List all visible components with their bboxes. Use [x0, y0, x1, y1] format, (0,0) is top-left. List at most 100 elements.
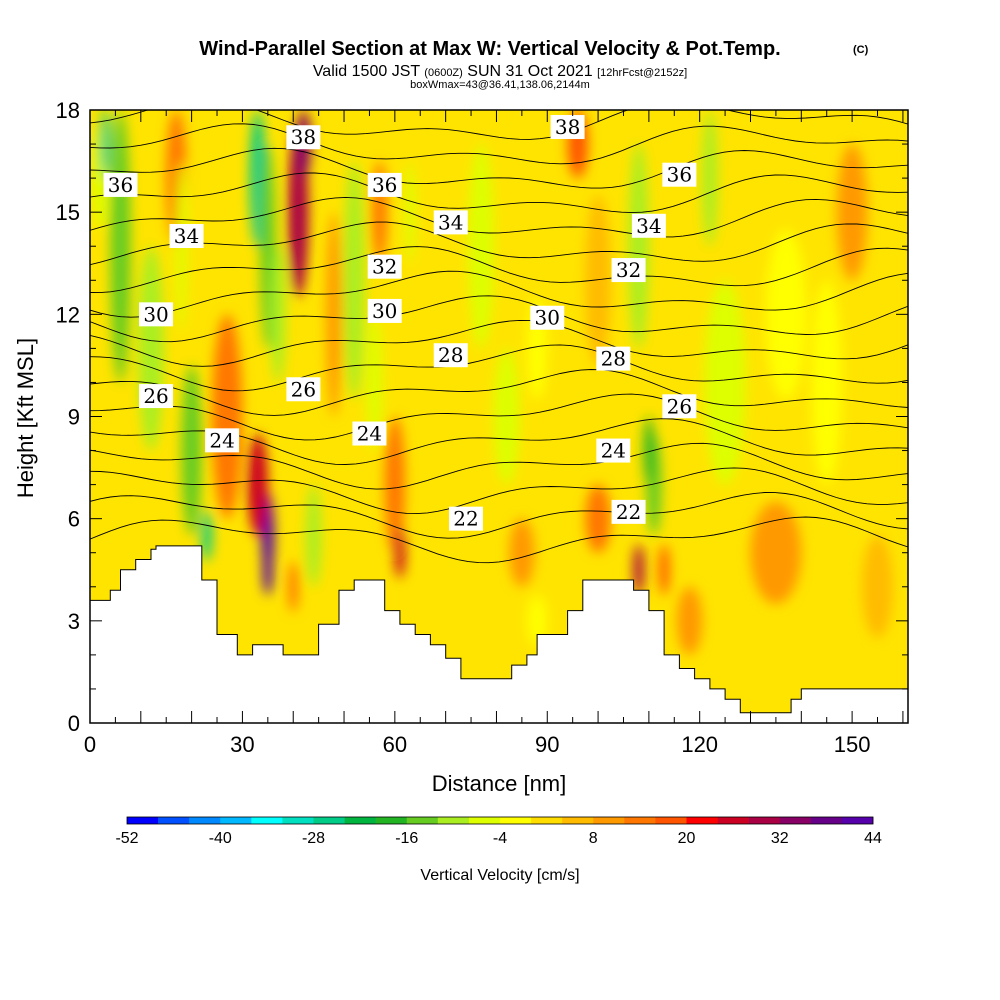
colorbar-swatch: [251, 817, 283, 824]
contour-label-text: 22: [616, 500, 641, 524]
contour-label-text: 32: [372, 255, 397, 279]
contour-label-text: 26: [291, 377, 316, 401]
terrain-mask: [89, 545, 909, 724]
x-axis: 0 30 60 90 120 150: [84, 110, 904, 757]
colorbar-swatch: [313, 817, 345, 824]
velocity-cell: [138, 246, 164, 451]
velocity-cell: [100, 110, 111, 179]
contour-label: 28: [596, 346, 631, 371]
y-tick-label: 18: [56, 98, 80, 123]
contour-label-box: [103, 172, 138, 197]
velocity-cell: [344, 161, 365, 400]
contour-label-box: [596, 346, 631, 371]
velocity-cell: [305, 484, 322, 587]
theta-contour-line: [90, 393, 908, 441]
colorbar-swatch: [500, 817, 532, 824]
contour-label: 32: [367, 254, 402, 279]
velocity-cell: [628, 144, 649, 349]
velocity-cell: [704, 280, 746, 485]
velocity-cell: [262, 544, 273, 596]
contour-label-text: 34: [174, 224, 199, 248]
contour-label-box: [367, 172, 402, 197]
contour-labels: 22 22 24 24 24 26 26 26 28 28 30 30 30 32 32 34 34 34 36 36…: [103, 115, 697, 531]
x-axis-label: Distance [nm]: [432, 771, 567, 796]
velocity-cell: [643, 416, 654, 485]
velocity-cell: [836, 144, 868, 281]
theta-contour-line: [90, 492, 908, 539]
colorbar-tick-label: -16: [395, 830, 418, 847]
contour-label-box: [139, 302, 174, 327]
theta-contour-line: [90, 319, 908, 367]
colorbar-swatch: [344, 817, 376, 824]
colorbar-swatch: [810, 817, 843, 824]
contour-label-box: [433, 210, 468, 235]
contour-label-box: [367, 298, 402, 323]
potential-temperature-contours: [90, 110, 908, 564]
velocity-cell: [366, 314, 383, 451]
colorbar-swatch: [593, 817, 625, 824]
subtitle-date: SUN 31 Oct 2021: [463, 63, 597, 80]
contour-label-box: [286, 125, 321, 150]
theta-contour-line: [90, 369, 908, 416]
contour-label-text: 36: [108, 173, 133, 197]
contour-label: 34: [169, 224, 204, 249]
velocity-cell: [811, 280, 842, 485]
contour-label-box: [139, 384, 174, 409]
colorbar-tick-label: 20: [678, 830, 696, 847]
velocity-cell: [288, 561, 299, 613]
contour-label: 24: [205, 428, 240, 453]
contour-label-box: [611, 258, 646, 283]
colorbar-tick-label: 44: [864, 830, 882, 847]
contour-label-box: [286, 377, 321, 402]
colorbar-swatch: [841, 817, 874, 824]
colorbar-tick-label: 32: [771, 830, 789, 847]
contour-label-text: 32: [616, 258, 641, 282]
colorbar-swatch: [717, 817, 749, 824]
theta-contour-line: [90, 221, 908, 266]
colorbar-tick-label: 8: [589, 830, 598, 847]
colorbar-swatch: [406, 817, 439, 824]
colorbar: -52 -40 -28 -16 -4 8 20 32 44: [115, 816, 882, 847]
contour-label: 38: [550, 115, 585, 140]
contour-label-box: [596, 438, 631, 463]
chart-subtitle-boxwmax: boxWmax=43@36.41,138.06,2144m: [410, 79, 590, 91]
contour-label-box: [433, 343, 468, 368]
colorbar-label: Vertical Velocity [cm/s]: [420, 867, 579, 884]
y-tick-label: 9: [68, 405, 80, 430]
colorbar-swatch: [531, 817, 563, 824]
theta-contour-line: [90, 442, 908, 490]
contour-label-text: 36: [667, 163, 692, 187]
contour-label: 30: [367, 298, 402, 323]
velocity-cell: [750, 501, 802, 604]
x-tick-label: 120: [681, 732, 718, 757]
contour-label-text: 26: [143, 384, 168, 408]
contour-label-text: 30: [143, 302, 168, 326]
colorbar-swatch: [686, 817, 718, 824]
contour-label-box: [448, 506, 483, 531]
contour-label: 32: [611, 258, 646, 283]
contour-label-text: 38: [555, 115, 580, 139]
velocity-cell: [526, 595, 548, 647]
theta-contour-line: [90, 467, 908, 515]
theta-contour-line: [90, 246, 908, 294]
contour-label-text: 38: [291, 125, 316, 149]
theta-contour-line: [90, 110, 908, 140]
velocity-cell: [405, 161, 416, 264]
x-tick-label: 60: [383, 732, 407, 757]
colorbar-swatch: [375, 817, 408, 824]
velocity-cell: [585, 484, 611, 553]
velocity-cell: [633, 544, 644, 596]
velocity-cell: [468, 144, 494, 349]
velocity-cell: [862, 535, 893, 638]
x-tick-label: 90: [535, 732, 559, 757]
contour-label-text: 34: [636, 214, 661, 238]
contour-label-box: [631, 213, 666, 238]
colorbar-frame: [126, 816, 874, 825]
contour-label-text: 28: [601, 347, 626, 371]
colorbar-swatch: [127, 817, 159, 824]
velocity-cell: [394, 527, 406, 579]
contour-label: 34: [631, 213, 666, 238]
contour-label-box: [611, 499, 646, 524]
contour-label-box: [550, 115, 585, 140]
colorbar-swatch: [655, 817, 687, 824]
